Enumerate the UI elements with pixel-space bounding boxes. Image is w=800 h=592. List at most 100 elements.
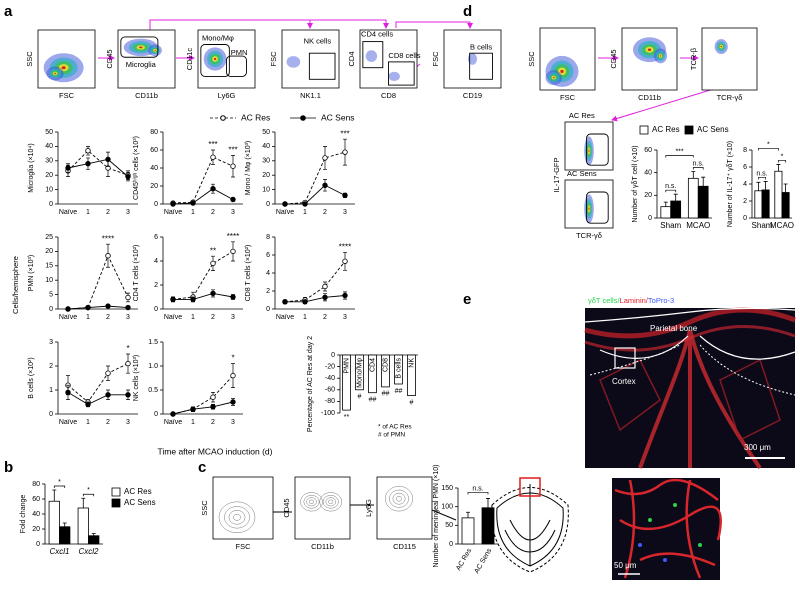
gate-label: PMN [231, 48, 248, 57]
gate [308, 52, 336, 80]
y-tick-label: 40 [150, 165, 158, 172]
y-tick-label: 20 [45, 248, 53, 255]
data-point [210, 404, 216, 410]
panel-label: e [463, 291, 471, 308]
x-tick-label: Mono/Mφ [356, 358, 363, 388]
y-tick-label: 60 [32, 496, 40, 503]
x-tick-label: 2 [106, 419, 110, 426]
y-tick-label: 0 [648, 215, 652, 222]
data-point [105, 156, 111, 163]
x-tick-label: 2 [211, 419, 215, 426]
bracket [665, 155, 694, 158]
panel-label: a [4, 3, 13, 20]
y-tick-label: 4 [154, 258, 158, 265]
panel-label: b [4, 459, 13, 476]
contour [389, 489, 409, 508]
y-axis-title: Microglia (×10⁴) [28, 143, 35, 193]
note: * of AC Res [378, 424, 412, 431]
contour [224, 506, 250, 529]
x-tick-label: Cxcl2 [78, 547, 99, 556]
data-point [210, 394, 216, 400]
legend-marker [220, 115, 226, 121]
gate [120, 36, 159, 58]
gate-label: Microglia [126, 60, 157, 69]
density [659, 55, 662, 57]
shared-y-label: Cells/hemisphere [11, 256, 20, 314]
y-axis-title: CD8 T cells (×10²) [245, 245, 252, 302]
density [61, 66, 66, 70]
density [552, 76, 555, 79]
bar [342, 354, 351, 411]
x-tick-label: Naïve [164, 419, 182, 426]
y-tick-label: 0 [743, 215, 747, 222]
x-tick-label: 1 [191, 419, 195, 426]
significance: ** [210, 246, 216, 255]
x-tick-label: 1 [86, 419, 90, 426]
density [365, 50, 378, 62]
y-tick-label: 0 [154, 411, 158, 418]
flow-x-label: FSC [59, 91, 75, 100]
contour [300, 492, 323, 512]
flow-y-label: CD11c [185, 48, 194, 71]
x-tick-label: 1 [86, 314, 90, 321]
micrograph-texture [584, 307, 796, 470]
y-axis-title: PMN (×10³) [28, 255, 35, 291]
data-point [210, 154, 216, 160]
x-tick-label: 3 [231, 314, 235, 321]
y-tick-label: 30 [45, 158, 53, 165]
data-point [170, 411, 176, 417]
data-point [65, 165, 71, 171]
contour [309, 499, 314, 504]
density [286, 56, 301, 68]
y-axis-title: Mono / Mφ (×10³) [245, 141, 252, 196]
bar [381, 354, 390, 388]
y-tick-label: -60 [325, 387, 335, 394]
x-tick-label: CD4 [369, 358, 376, 372]
bar [781, 192, 790, 219]
gate [586, 191, 609, 224]
data-point [342, 149, 348, 155]
density [467, 53, 478, 65]
brain-schematic [491, 477, 569, 573]
y-tick-label: -80 [325, 398, 335, 405]
stain-green: γδT cells/ [588, 296, 620, 305]
flow-x-label: Ly6G [218, 91, 236, 100]
data-point [230, 248, 236, 255]
y-tick-label: 2 [154, 282, 158, 289]
data-point [125, 360, 131, 367]
y-axis-title: CD4 T cells (×10²) [133, 245, 140, 302]
flow-y-label: TCR-β [689, 47, 698, 70]
x-tick-label: 3 [343, 209, 347, 216]
contour [306, 497, 317, 507]
error-bar [776, 164, 781, 172]
scale-label: 300 μm [744, 443, 771, 452]
flow-plot [376, 476, 433, 540]
x-tick-label: 1 [303, 314, 307, 321]
contour [218, 501, 256, 534]
x-tick-label: Sham [660, 221, 681, 230]
flow-x-label: NK1.1 [300, 91, 321, 100]
data-point [125, 173, 131, 180]
data-point [302, 299, 308, 305]
y-tick-label: 15 [45, 263, 53, 270]
flow-x-label: CD11b [135, 91, 158, 100]
stain-legend: γδT cells/Laminin/ToPro-3 [588, 296, 674, 305]
bar [77, 507, 89, 545]
y-axis-title: NK cells (×10³) [133, 355, 140, 401]
y-tick-label: 8 [266, 234, 270, 241]
error-bar [783, 183, 788, 193]
bracket [758, 177, 766, 180]
y-tick-label: 40 [644, 170, 652, 177]
x-tick-label: Cxcl1 [49, 547, 69, 556]
error-bar [91, 533, 96, 536]
flow-y-label: SSC [200, 500, 209, 516]
y-tick-label: 0 [49, 201, 53, 208]
x-tick-label: B cells [395, 358, 402, 379]
note: # of PMN [378, 432, 405, 439]
y-tick-label: -20 [325, 363, 335, 370]
significance: *** [208, 140, 217, 149]
significance: * [767, 141, 770, 148]
gate [586, 133, 609, 166]
annotation: ## [395, 388, 403, 395]
series-line [172, 251, 234, 300]
